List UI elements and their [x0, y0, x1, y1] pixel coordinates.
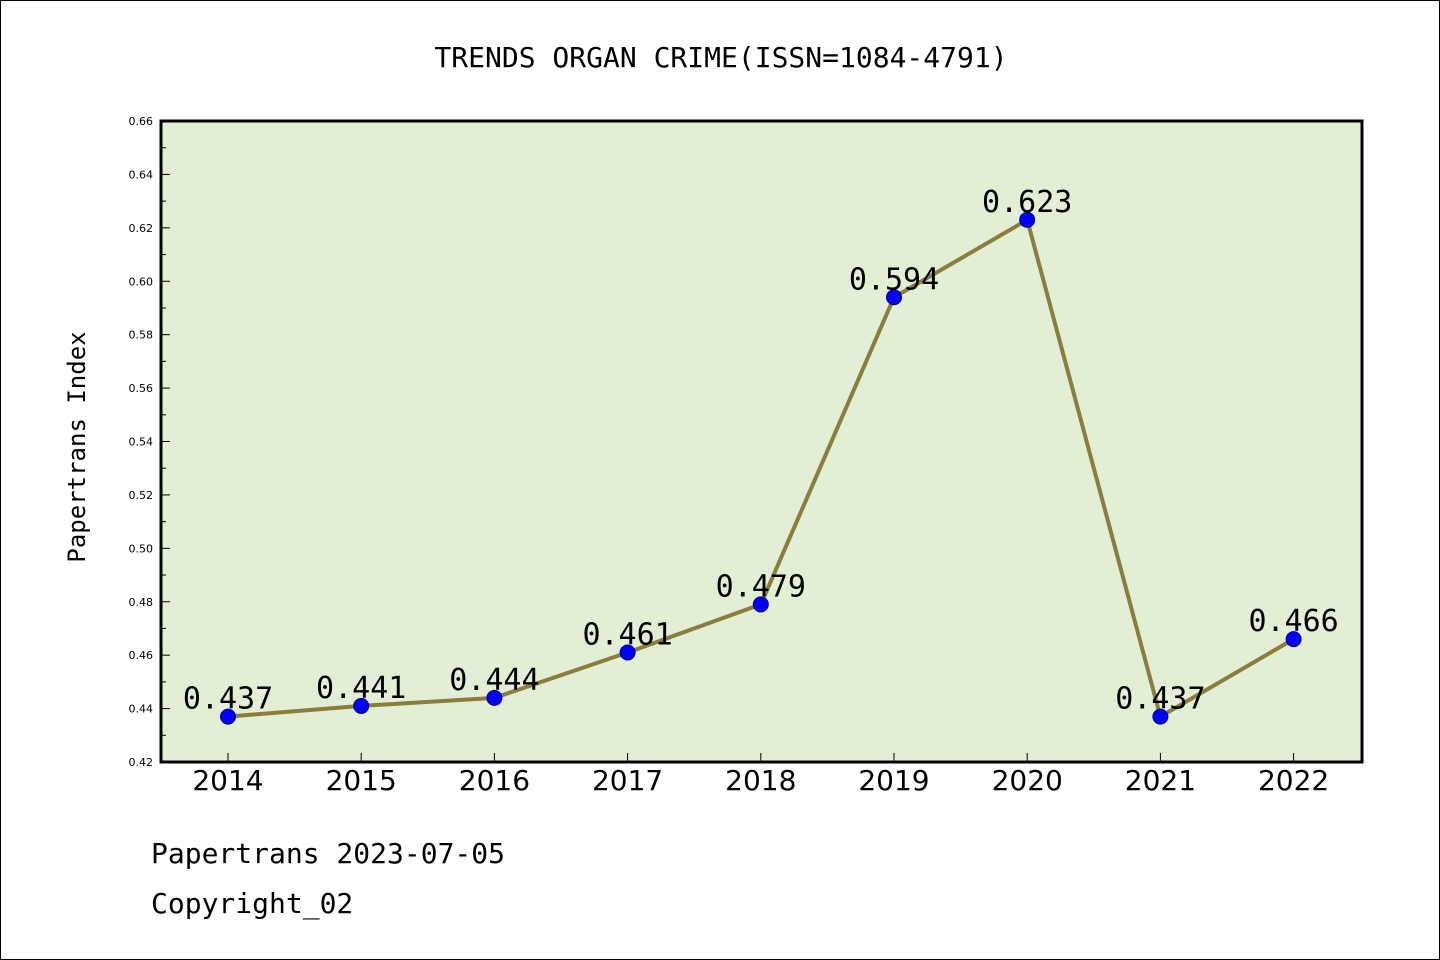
data-label: 0.437 [183, 682, 273, 717]
data-label: 0.466 [1248, 604, 1338, 639]
plot-area [159, 119, 1364, 764]
data-label: 0.479 [716, 569, 806, 604]
series-0: 0.437 0.441 0.444 0.461 0.479 0.594 0.623 0.437… [183, 185, 1339, 725]
y-tick-label: 0.52 [129, 489, 154, 502]
x-tick-label: 2015 [326, 764, 397, 797]
y-tick-label: 0.60 [129, 275, 154, 288]
y-tick-label: 0.66 [129, 115, 154, 128]
data-point [886, 289, 902, 306]
data-point [1019, 211, 1036, 228]
y-tick-label: 0.44 [129, 703, 154, 716]
y-tick-label: 0.64 [129, 168, 154, 181]
y-axis: 0.42 0.44 0.46 0.48 0.50 0.52 0.54 0.56 0.58 0.60… [129, 115, 170, 769]
x-axis: 2014 2015 2016 2017 2018 2019 2020 2021 2022 [192, 753, 1329, 797]
y-tick-label: 0.58 [129, 329, 154, 342]
y-tick-label: 0.62 [129, 222, 154, 235]
data-label: 0.444 [449, 663, 539, 698]
y-tick-label: 0.42 [129, 756, 154, 769]
y-tick-label: 0.56 [129, 382, 154, 395]
chart-title: TRENDS ORGAN CRIME(ISSN=1084-4791) [434, 41, 1007, 74]
data-point [1285, 631, 1302, 648]
data-point [1152, 708, 1169, 725]
data-point [752, 596, 769, 613]
x-tick-label: 2014 [192, 764, 263, 797]
x-tick-label: 2018 [725, 764, 796, 797]
x-tick-label: 2022 [1258, 764, 1329, 797]
x-tick-label: 2017 [592, 764, 663, 797]
data-point [353, 697, 370, 714]
data-label: 0.437 [1115, 682, 1205, 717]
x-tick-label: 2016 [459, 764, 530, 797]
data-point [486, 689, 503, 706]
data-label: 0.461 [582, 617, 672, 652]
x-tick-label: 2021 [1125, 764, 1196, 797]
data-label: 0.594 [849, 262, 939, 297]
data-label: 0.623 [982, 185, 1072, 220]
footer-date: Papertrans 2023-07-05 [151, 837, 506, 870]
x-tick-label: 2019 [858, 764, 929, 797]
data-point [619, 644, 636, 661]
y-axis-label: Papertrans Index [63, 331, 91, 562]
y-tick-label: 0.48 [129, 596, 154, 609]
footer-copyright: Copyright_02 [151, 887, 354, 920]
x-tick-label: 2020 [992, 764, 1063, 797]
y-tick-label: 0.50 [129, 542, 154, 555]
data-point [220, 708, 236, 725]
y-tick-label: 0.46 [129, 649, 154, 662]
y-tick-label: 0.54 [129, 436, 154, 449]
data-label: 0.441 [316, 671, 406, 706]
